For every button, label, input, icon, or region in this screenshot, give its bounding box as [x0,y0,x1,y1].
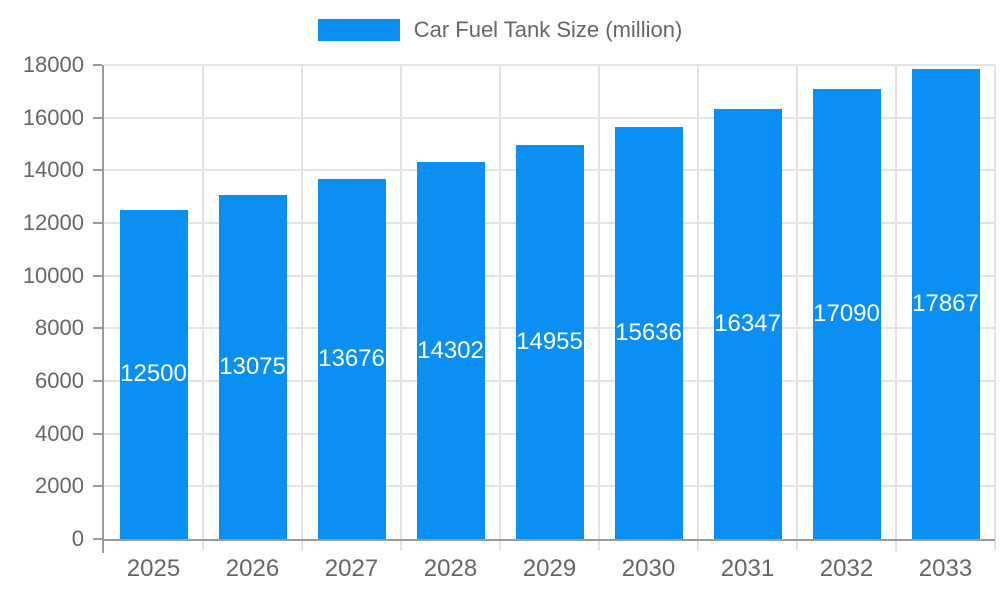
y-axis-tick [93,538,102,540]
x-gridline [499,65,501,551]
bar: 13676 [317,178,386,539]
bar-value-label: 15636 [615,319,682,347]
y-axis-line [102,65,104,553]
x-tick-label: 2025 [126,555,181,582]
plot-area: 0 2000 4000 6000 8000 10000 12000 14000 16000 180… [23,52,996,582]
x-gridline [301,65,303,551]
x-tick-label: 2032 [819,555,874,582]
x-gridline [895,65,897,551]
legend: Car Fuel Tank Size (million) [0,19,1000,41]
x-gridline [400,65,402,551]
bar: 17090 [812,88,881,539]
y-axis-tick [93,274,102,277]
bar-value-label: 14302 [417,336,484,364]
x-tick-label: 2029 [522,555,577,582]
y-tick-label: 16000 [22,104,84,130]
x-tick-label: 2031 [720,555,775,582]
x-tick-label: 2028 [423,555,478,582]
y-tick-label: 14000 [22,157,84,183]
bar-value-label: 13676 [318,344,385,372]
y-tick-label: 18000 [22,52,84,77]
bar-value-label: 13075 [219,352,286,380]
x-tick-label: 2033 [918,555,973,582]
y-axis-tick [93,222,102,224]
x-gridline [796,65,798,551]
y-tick-label: 12000 [22,210,84,235]
bar: 16347 [713,108,782,539]
legend-label: Car Fuel Tank Size (million) [413,17,683,42]
bar-value-label: 12500 [120,360,187,388]
y-axis-tick [93,64,102,66]
bar-value-label: 16347 [714,309,781,337]
legend-item[interactable]: Car Fuel Tank Size (million) [317,17,683,42]
x-gridline [202,65,204,551]
x-tick-label: 2027 [324,555,379,582]
y-axis-tick [93,116,102,119]
bar: 15636 [614,127,683,539]
y-axis-tick [93,327,102,330]
y-tick-label: 10000 [22,262,84,288]
y-tick-label: 2000 [35,473,84,499]
y-tick-label: 8000 [35,315,84,341]
bar: 14955 [515,145,584,539]
bar: 12500 [119,209,188,539]
bar: 17867 [911,68,980,539]
y-gridline [104,116,995,119]
bar-value-label: 17090 [813,299,880,327]
x-gridline [598,65,600,551]
legend-swatch-icon [317,19,400,41]
y-axis-tick [93,169,102,172]
x-gridline [697,65,699,551]
x-tick-label: 2030 [621,555,676,582]
bar: 13075 [218,194,287,539]
bar: 14302 [416,162,485,539]
x-gridline [994,65,996,551]
y-axis-tick [93,380,102,382]
y-axis-tick [93,485,102,488]
x-tick-label: 2026 [225,555,280,582]
y-tick-label: 6000 [35,368,84,393]
y-tick-label: 4000 [35,420,84,446]
y-gridline [104,64,995,66]
bar-value-label: 14955 [516,328,583,356]
y-axis-tick [93,432,102,435]
y-tick-label: 0 [71,526,84,551]
x-axis-line [102,539,995,541]
bar-value-label: 17867 [912,289,979,317]
